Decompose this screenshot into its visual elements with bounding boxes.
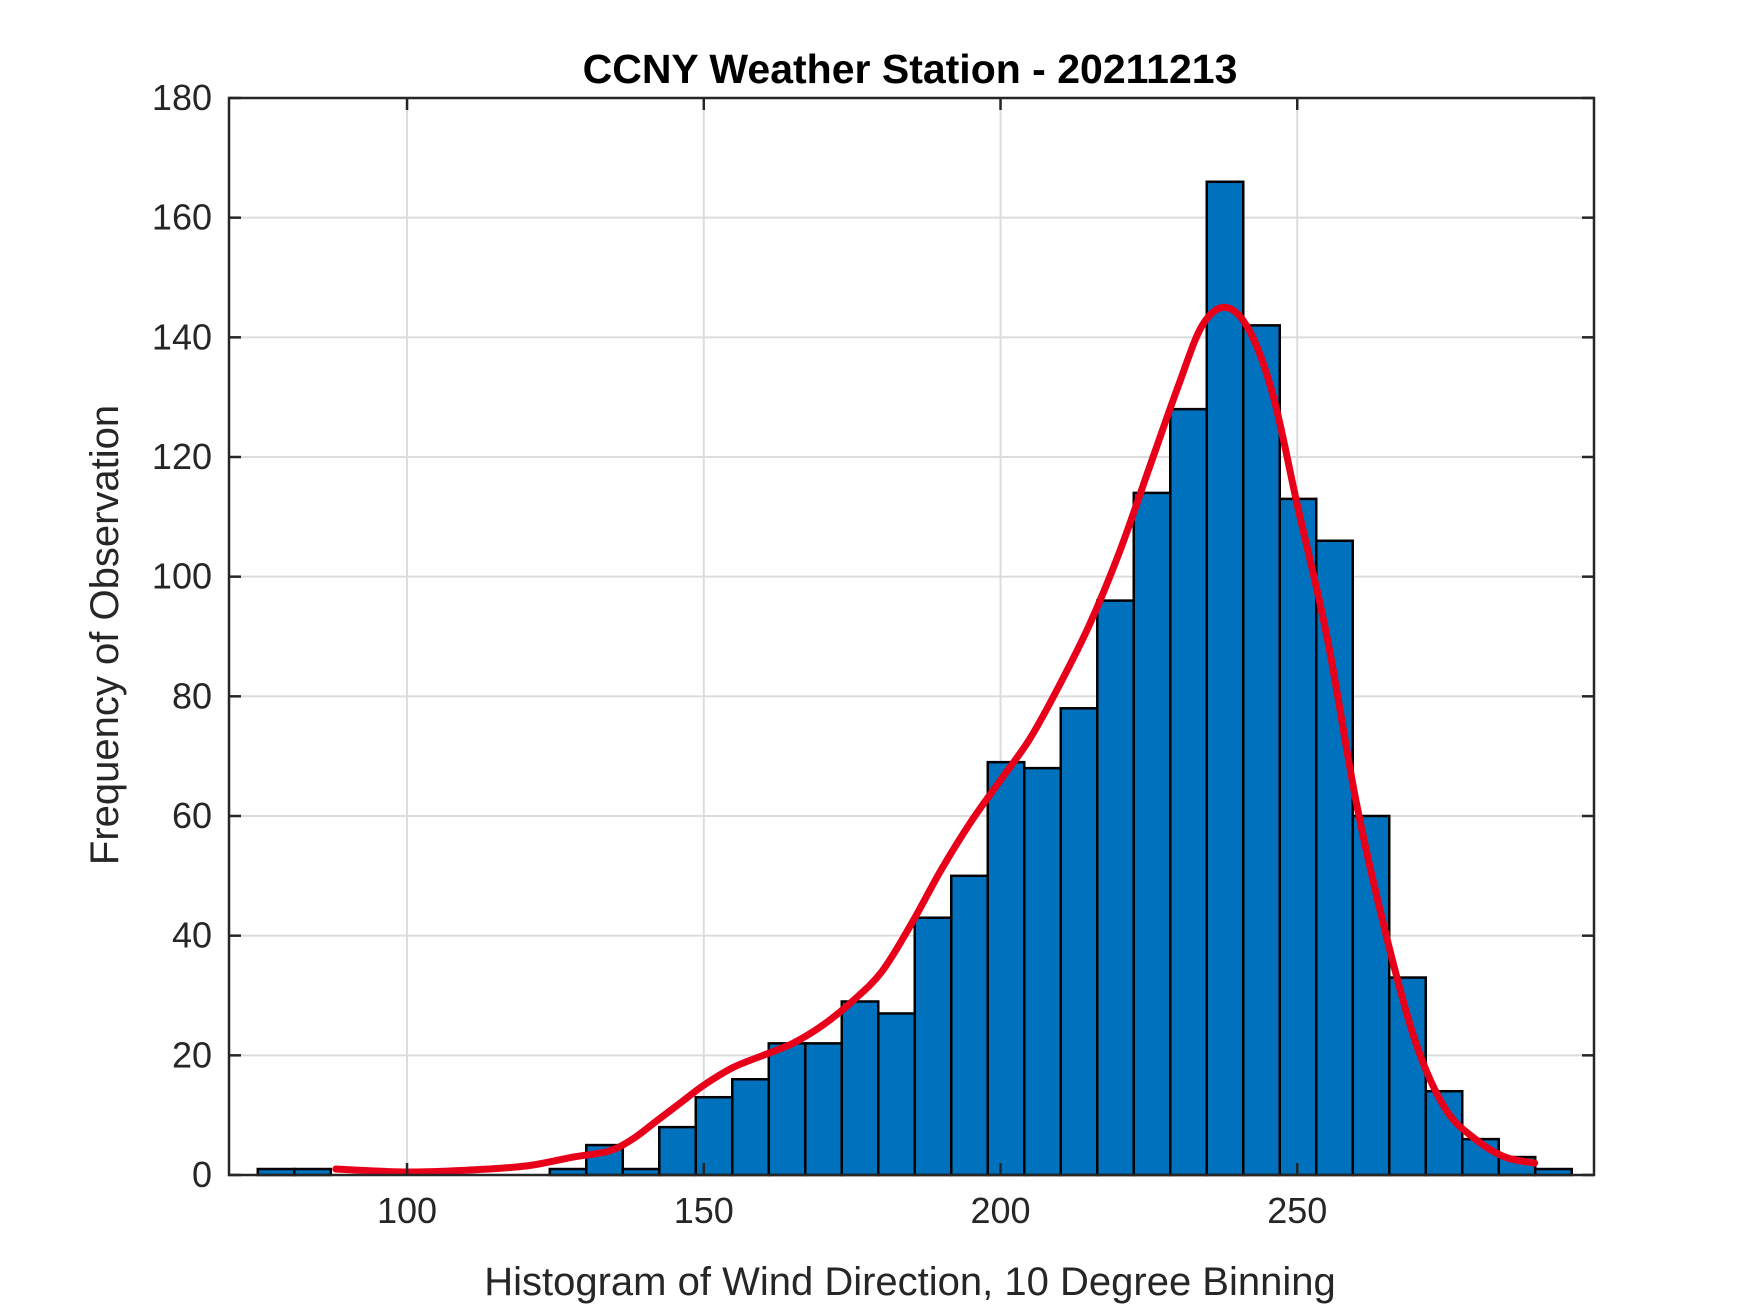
density-curve [332,303,1539,1176]
histogram-bar [1096,599,1136,1177]
x-tick-label: 250 [1267,1190,1327,1231]
y-tick-label: 40 [172,915,212,956]
histogram-bars [256,180,1573,1177]
histogram-bar [767,1042,807,1177]
histogram-bar [1169,407,1209,1177]
density-curve-layer [332,303,1539,1176]
x-tick-label: 200 [970,1190,1030,1231]
histogram-bar [1315,539,1355,1177]
histogram-bar [658,1125,698,1177]
histogram-bar [731,1078,771,1177]
histogram-bar [1059,707,1099,1177]
histogram-bar [1132,491,1172,1177]
histogram-bar [840,1000,880,1177]
y-tick-label: 160 [152,197,212,238]
histogram-bar [1023,766,1063,1177]
histogram-bar [986,760,1026,1177]
y-tick-label: 0 [192,1154,212,1195]
histogram-bar [950,874,990,1177]
y-tick-label: 120 [152,436,212,477]
y-tick-label: 20 [172,1034,212,1075]
x-tick-label: 100 [377,1190,437,1231]
histogram-bar [913,916,953,1177]
y-tick-label: 100 [152,556,212,597]
y-tick-label: 140 [152,316,212,357]
histogram-bar [877,1012,917,1177]
histogram-bar [804,1042,844,1177]
x-tick-labels: 100 150 200 250 [377,1190,1327,1231]
x-tick-label: 150 [674,1190,734,1231]
x-axis-label: Histogram of Wind Direction, 10 Degree B… [484,1260,1336,1304]
y-tick-label: 60 [172,795,212,836]
histogram-bar [1242,324,1282,1177]
y-axis-label: Frequency of Observation [83,405,127,865]
histogram-bar [1205,180,1245,1177]
tick-marks [229,96,1594,1177]
chart-title: CCNY Weather Station - 20211213 [583,46,1238,92]
y-tick-label: 80 [172,675,212,716]
plot-frame [227,96,1596,1177]
y-tick-labels: 0 20 40 60 80 100 120 140 160 180 [152,77,212,1195]
histogram-bar [1278,497,1318,1177]
y-tick-label: 180 [152,77,212,118]
histogram-bar [694,1095,734,1177]
